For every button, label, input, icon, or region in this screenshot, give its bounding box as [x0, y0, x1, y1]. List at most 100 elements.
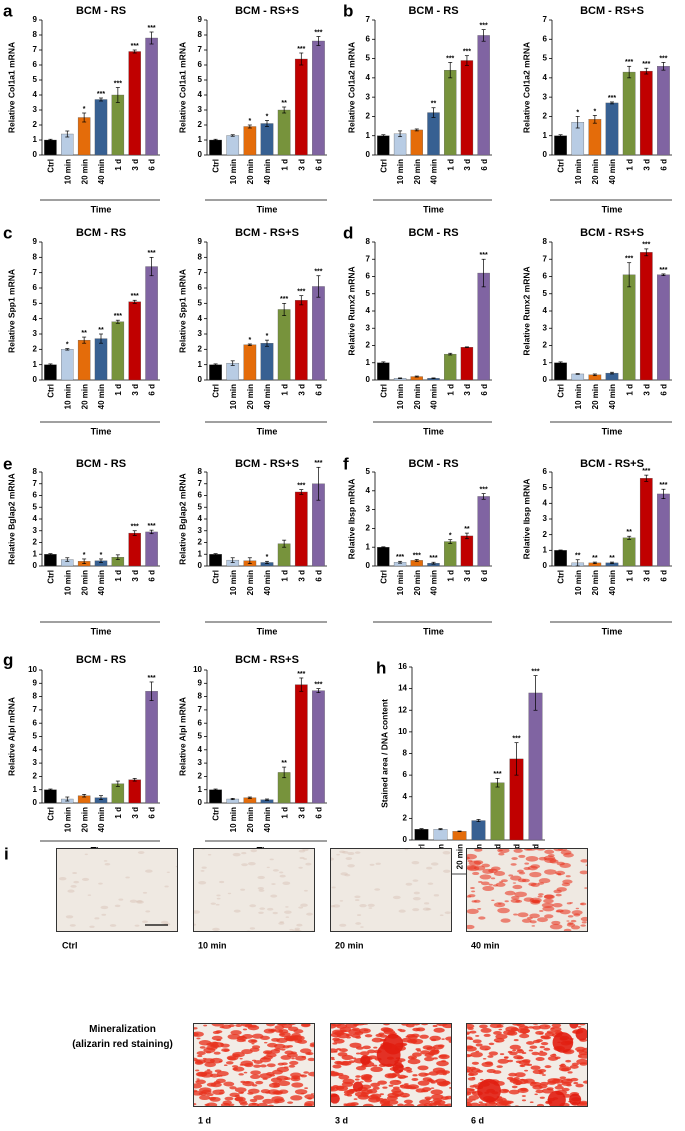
significance: *** — [659, 267, 667, 274]
image-background — [193, 848, 315, 932]
stain-speck — [240, 1080, 246, 1084]
stain-speck — [282, 881, 291, 885]
x-tick-label: 6 d — [480, 570, 489, 582]
stain-speck — [467, 865, 480, 872]
stain-speck — [332, 1042, 338, 1045]
y-tick-label: 5 — [33, 732, 38, 741]
stain-speck — [529, 1045, 538, 1049]
stain-speck — [540, 1041, 549, 1046]
stain-speck — [345, 857, 353, 860]
significance: *** — [280, 296, 288, 303]
x-tick-label: 1 d — [446, 570, 455, 582]
stain-speck — [569, 902, 573, 904]
stain-speck — [330, 1072, 339, 1076]
stain-speck — [510, 875, 522, 881]
y-tick-label: 8 — [543, 237, 548, 246]
stain-speck — [513, 848, 523, 853]
y-tick-label: 9 — [33, 15, 38, 24]
stain-speck — [407, 1058, 421, 1065]
stain-speck — [193, 1027, 198, 1030]
y-tick-label: 4 — [543, 306, 548, 315]
bar — [410, 129, 423, 156]
stain-speck — [488, 1051, 499, 1056]
stain-speck — [206, 1069, 211, 1071]
stain-speck — [287, 1026, 299, 1032]
stain-speck — [300, 1023, 311, 1028]
x-tick-label: 40 min — [430, 384, 439, 409]
x-tick-label: 40 min — [430, 159, 439, 184]
stain-speck — [343, 1103, 348, 1106]
bar — [622, 274, 636, 381]
stain-speck — [501, 879, 508, 883]
y-tick-label: 0 — [543, 150, 548, 159]
stain-speck — [539, 1045, 545, 1049]
stain-speck — [210, 1073, 219, 1078]
y-tick-label: 1 — [33, 360, 38, 369]
stain-blob — [382, 1034, 404, 1055]
y-tick-label: 8 — [198, 467, 203, 476]
bar — [145, 266, 158, 381]
y-tick-label: 8 — [33, 692, 38, 701]
stain-speck — [559, 1076, 567, 1080]
y-tick-label: 3 — [366, 505, 371, 514]
stain-speck — [160, 920, 169, 924]
stain-speck — [244, 1081, 251, 1084]
significance: *** — [297, 482, 305, 489]
stain-speck — [300, 1092, 305, 1095]
stain-speck — [344, 873, 351, 877]
x-tick-label: 20 min — [246, 159, 255, 184]
stain-speck — [470, 886, 475, 890]
image-border — [193, 848, 315, 932]
stain-speck — [338, 1074, 350, 1080]
stain-speck — [510, 898, 521, 903]
stain-speck — [544, 894, 554, 899]
y-tick-label: 4 — [198, 514, 203, 523]
bar — [312, 40, 325, 156]
stain-speck — [247, 862, 256, 866]
bar — [128, 779, 141, 804]
stain-speck — [529, 1101, 534, 1104]
x-tick-label: Ctrl — [557, 570, 566, 584]
stain-speck — [388, 1084, 394, 1087]
stain-speck — [539, 1050, 544, 1053]
y-tick-label: 8 — [198, 252, 203, 261]
x-tick-label: 10 min — [396, 159, 405, 184]
stain-speck — [507, 1050, 513, 1054]
x-tick-label: 6 d — [660, 159, 669, 171]
bar — [444, 541, 457, 567]
stain-speck — [503, 1029, 516, 1036]
stain-speck — [255, 1080, 264, 1085]
significance: *** — [297, 671, 305, 678]
bar — [554, 550, 567, 567]
stain-speck — [482, 868, 494, 874]
stain-speck — [305, 862, 312, 866]
stain-speck — [260, 1064, 267, 1068]
y-tick-label: 4 — [33, 314, 38, 323]
y-axis-label: Relative Col1a1 mRNA — [177, 42, 187, 133]
significance: * — [449, 533, 452, 540]
stain-speck — [221, 1024, 232, 1029]
stain-speck — [531, 925, 536, 927]
x-tick-label: 3 d — [297, 159, 306, 171]
stain-speck — [259, 907, 266, 910]
stain-speck — [271, 883, 276, 885]
stain-speck — [433, 894, 440, 897]
stain-speck — [492, 1070, 502, 1074]
stain-speck — [206, 1082, 217, 1087]
x-tick-label: Ctrl — [212, 570, 221, 584]
stain-speck — [431, 1094, 444, 1100]
stain-speck — [346, 1094, 353, 1097]
significance: ** — [575, 553, 581, 560]
stain-speck — [196, 1071, 208, 1077]
x-tick-label: 1 d — [280, 807, 289, 819]
stain-speck — [521, 1099, 527, 1102]
stain-speck — [89, 925, 95, 928]
significance: *** — [131, 43, 139, 50]
stain-speck — [339, 900, 344, 902]
x-tick-label: 10 min — [574, 159, 583, 184]
stain-speck — [502, 1089, 509, 1093]
stain-speck — [554, 1056, 561, 1060]
y-tick-label: 0 — [198, 561, 203, 570]
stain-speck — [69, 924, 76, 927]
stain-speck — [370, 1066, 383, 1073]
